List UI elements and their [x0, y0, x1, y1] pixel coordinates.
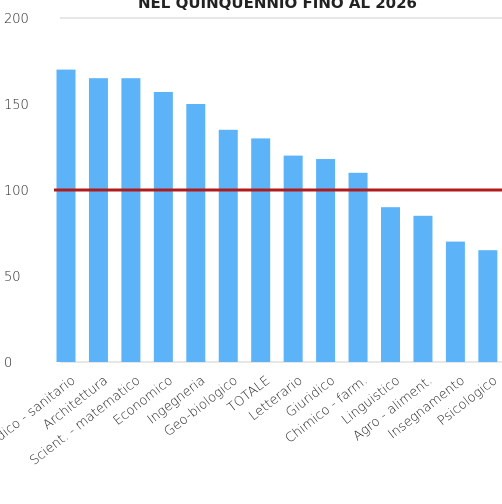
chart: NEL QUINQUENNIO FINO AL 2026 0 50 100 150 20…	[0, 0, 502, 504]
bar	[57, 70, 76, 362]
y-tick-label: 150	[4, 98, 29, 113]
bar	[349, 173, 368, 362]
bar	[89, 78, 108, 362]
bar	[446, 242, 465, 362]
y-tick-label: 0	[4, 356, 12, 371]
bar	[284, 156, 303, 362]
bar	[381, 207, 400, 362]
chart-title: NEL QUINQUENNIO FINO AL 2026	[138, 0, 417, 12]
bar	[413, 216, 432, 362]
bar	[251, 138, 270, 362]
bar	[219, 130, 238, 362]
bar	[478, 250, 497, 362]
bar	[121, 78, 140, 362]
y-tick-label: 100	[4, 184, 29, 199]
y-tick-label: 200	[4, 12, 29, 27]
y-tick-label: 50	[4, 270, 21, 285]
bar	[186, 104, 205, 362]
bar	[154, 92, 173, 362]
